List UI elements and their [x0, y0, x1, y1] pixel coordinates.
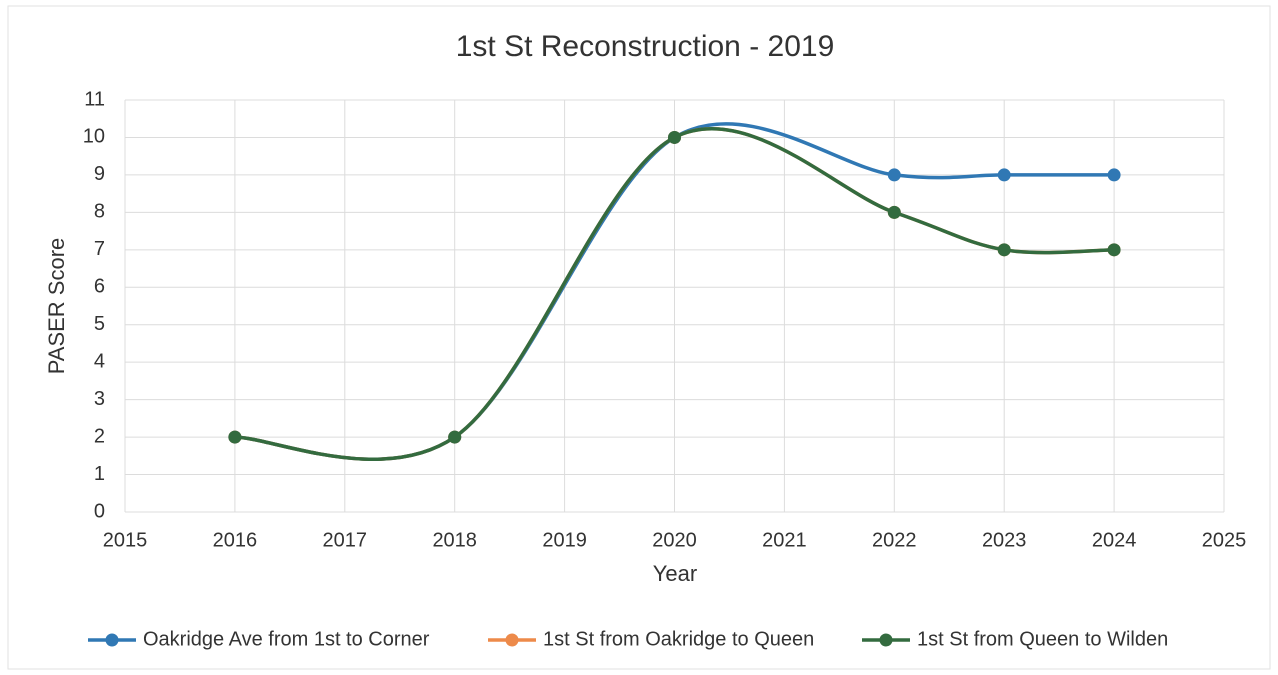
y-tick-label: 8 [94, 201, 105, 223]
data-point [1107, 168, 1121, 182]
data-point [887, 168, 901, 182]
data-point [668, 130, 681, 144]
legend-marker [105, 633, 119, 647]
y-tick-label: 0 [94, 500, 105, 522]
legend-label: Oakridge Ave from 1st to Corner [143, 628, 430, 650]
x-tick-label: 2023 [982, 529, 1027, 551]
y-tick-label: 9 [94, 163, 105, 185]
legend-label: 1st St from Oakridge to Queen [543, 628, 814, 650]
x-tick-label: 2025 [1202, 529, 1247, 551]
y-tick-label: 10 [83, 126, 105, 148]
data-point [228, 430, 242, 444]
x-tick-label: 2016 [213, 529, 258, 551]
chart-frame [7, 5, 1271, 670]
x-tick-label: 2022 [872, 529, 917, 551]
x-tick-label: 2024 [1092, 529, 1137, 551]
x-tick-label: 2021 [762, 529, 807, 551]
y-tick-label: 1 [94, 463, 105, 485]
y-tick-label: 2 [94, 425, 105, 447]
x-tick-label: 2015 [103, 529, 148, 551]
legend-marker [505, 633, 519, 647]
data-point [887, 205, 901, 219]
y-tick-label: 7 [94, 238, 105, 260]
y-tick-label: 5 [94, 313, 105, 335]
data-point [997, 243, 1011, 257]
data-point [1107, 243, 1121, 257]
y-tick-label: 11 [84, 88, 105, 110]
x-axis-label: Year [653, 561, 697, 586]
y-axis-label: PASER Score [44, 238, 69, 375]
y-tick-label: 3 [94, 388, 105, 410]
legend-marker [879, 633, 893, 647]
data-point [448, 430, 462, 444]
legend-label: 1st St from Queen to Wilden [917, 628, 1168, 650]
x-tick-label: 2020 [652, 529, 697, 551]
x-tick-label: 2019 [542, 529, 587, 551]
data-point [997, 168, 1011, 182]
x-tick-label: 2018 [432, 529, 477, 551]
y-tick-label: 6 [94, 276, 105, 298]
chart-title: 1st St Reconstruction - 2019 [456, 30, 835, 63]
x-tick-label: 2017 [323, 529, 368, 551]
y-tick-label: 4 [94, 350, 105, 372]
